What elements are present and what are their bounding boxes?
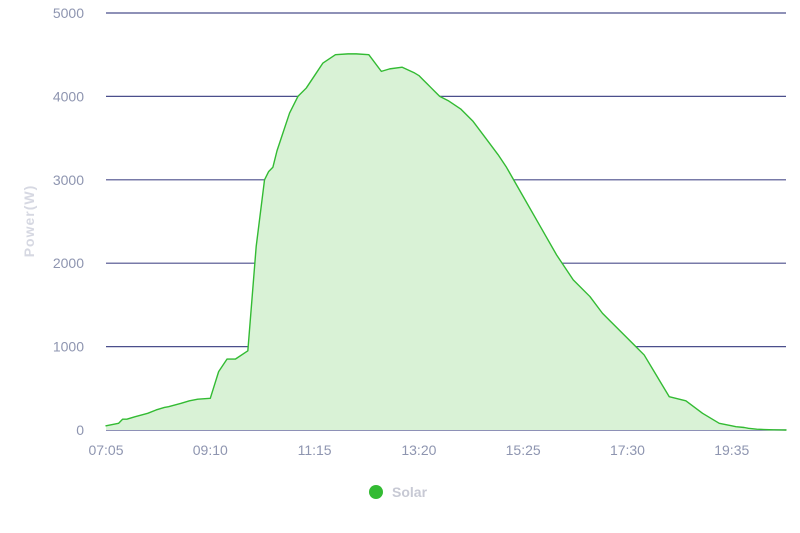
y-axis-ticks: 0 1000 2000 3000 4000 5000 (53, 5, 84, 438)
y-tick-label: 4000 (53, 88, 84, 104)
y-tick-label: 5000 (53, 5, 84, 21)
legend-label-solar[interactable]: Solar (392, 484, 428, 500)
x-axis-ticks: 07:05 09:10 11:15 13:20 15:25 17:30 19:35 (88, 442, 749, 458)
x-tick-label: 17:30 (610, 442, 645, 458)
y-tick-label: 0 (76, 422, 84, 438)
legend-swatch-solar[interactable] (369, 485, 383, 499)
series-area-solar (106, 53, 786, 431)
y-axis-title: Power(W) (21, 185, 37, 258)
x-tick-label: 19:35 (714, 442, 749, 458)
x-tick-label: 07:05 (88, 442, 123, 458)
legend[interactable]: Solar (369, 484, 428, 500)
x-tick-label: 15:25 (506, 442, 541, 458)
x-tick-label: 09:10 (193, 442, 228, 458)
series-layer (105, 53, 787, 431)
x-tick-label: 13:20 (401, 442, 436, 458)
y-tick-label: 1000 (53, 339, 84, 355)
y-tick-label: 3000 (53, 172, 84, 188)
x-tick-label: 11:15 (298, 442, 332, 458)
y-tick-label: 2000 (53, 255, 84, 271)
series-line-solar[interactable] (105, 53, 787, 431)
